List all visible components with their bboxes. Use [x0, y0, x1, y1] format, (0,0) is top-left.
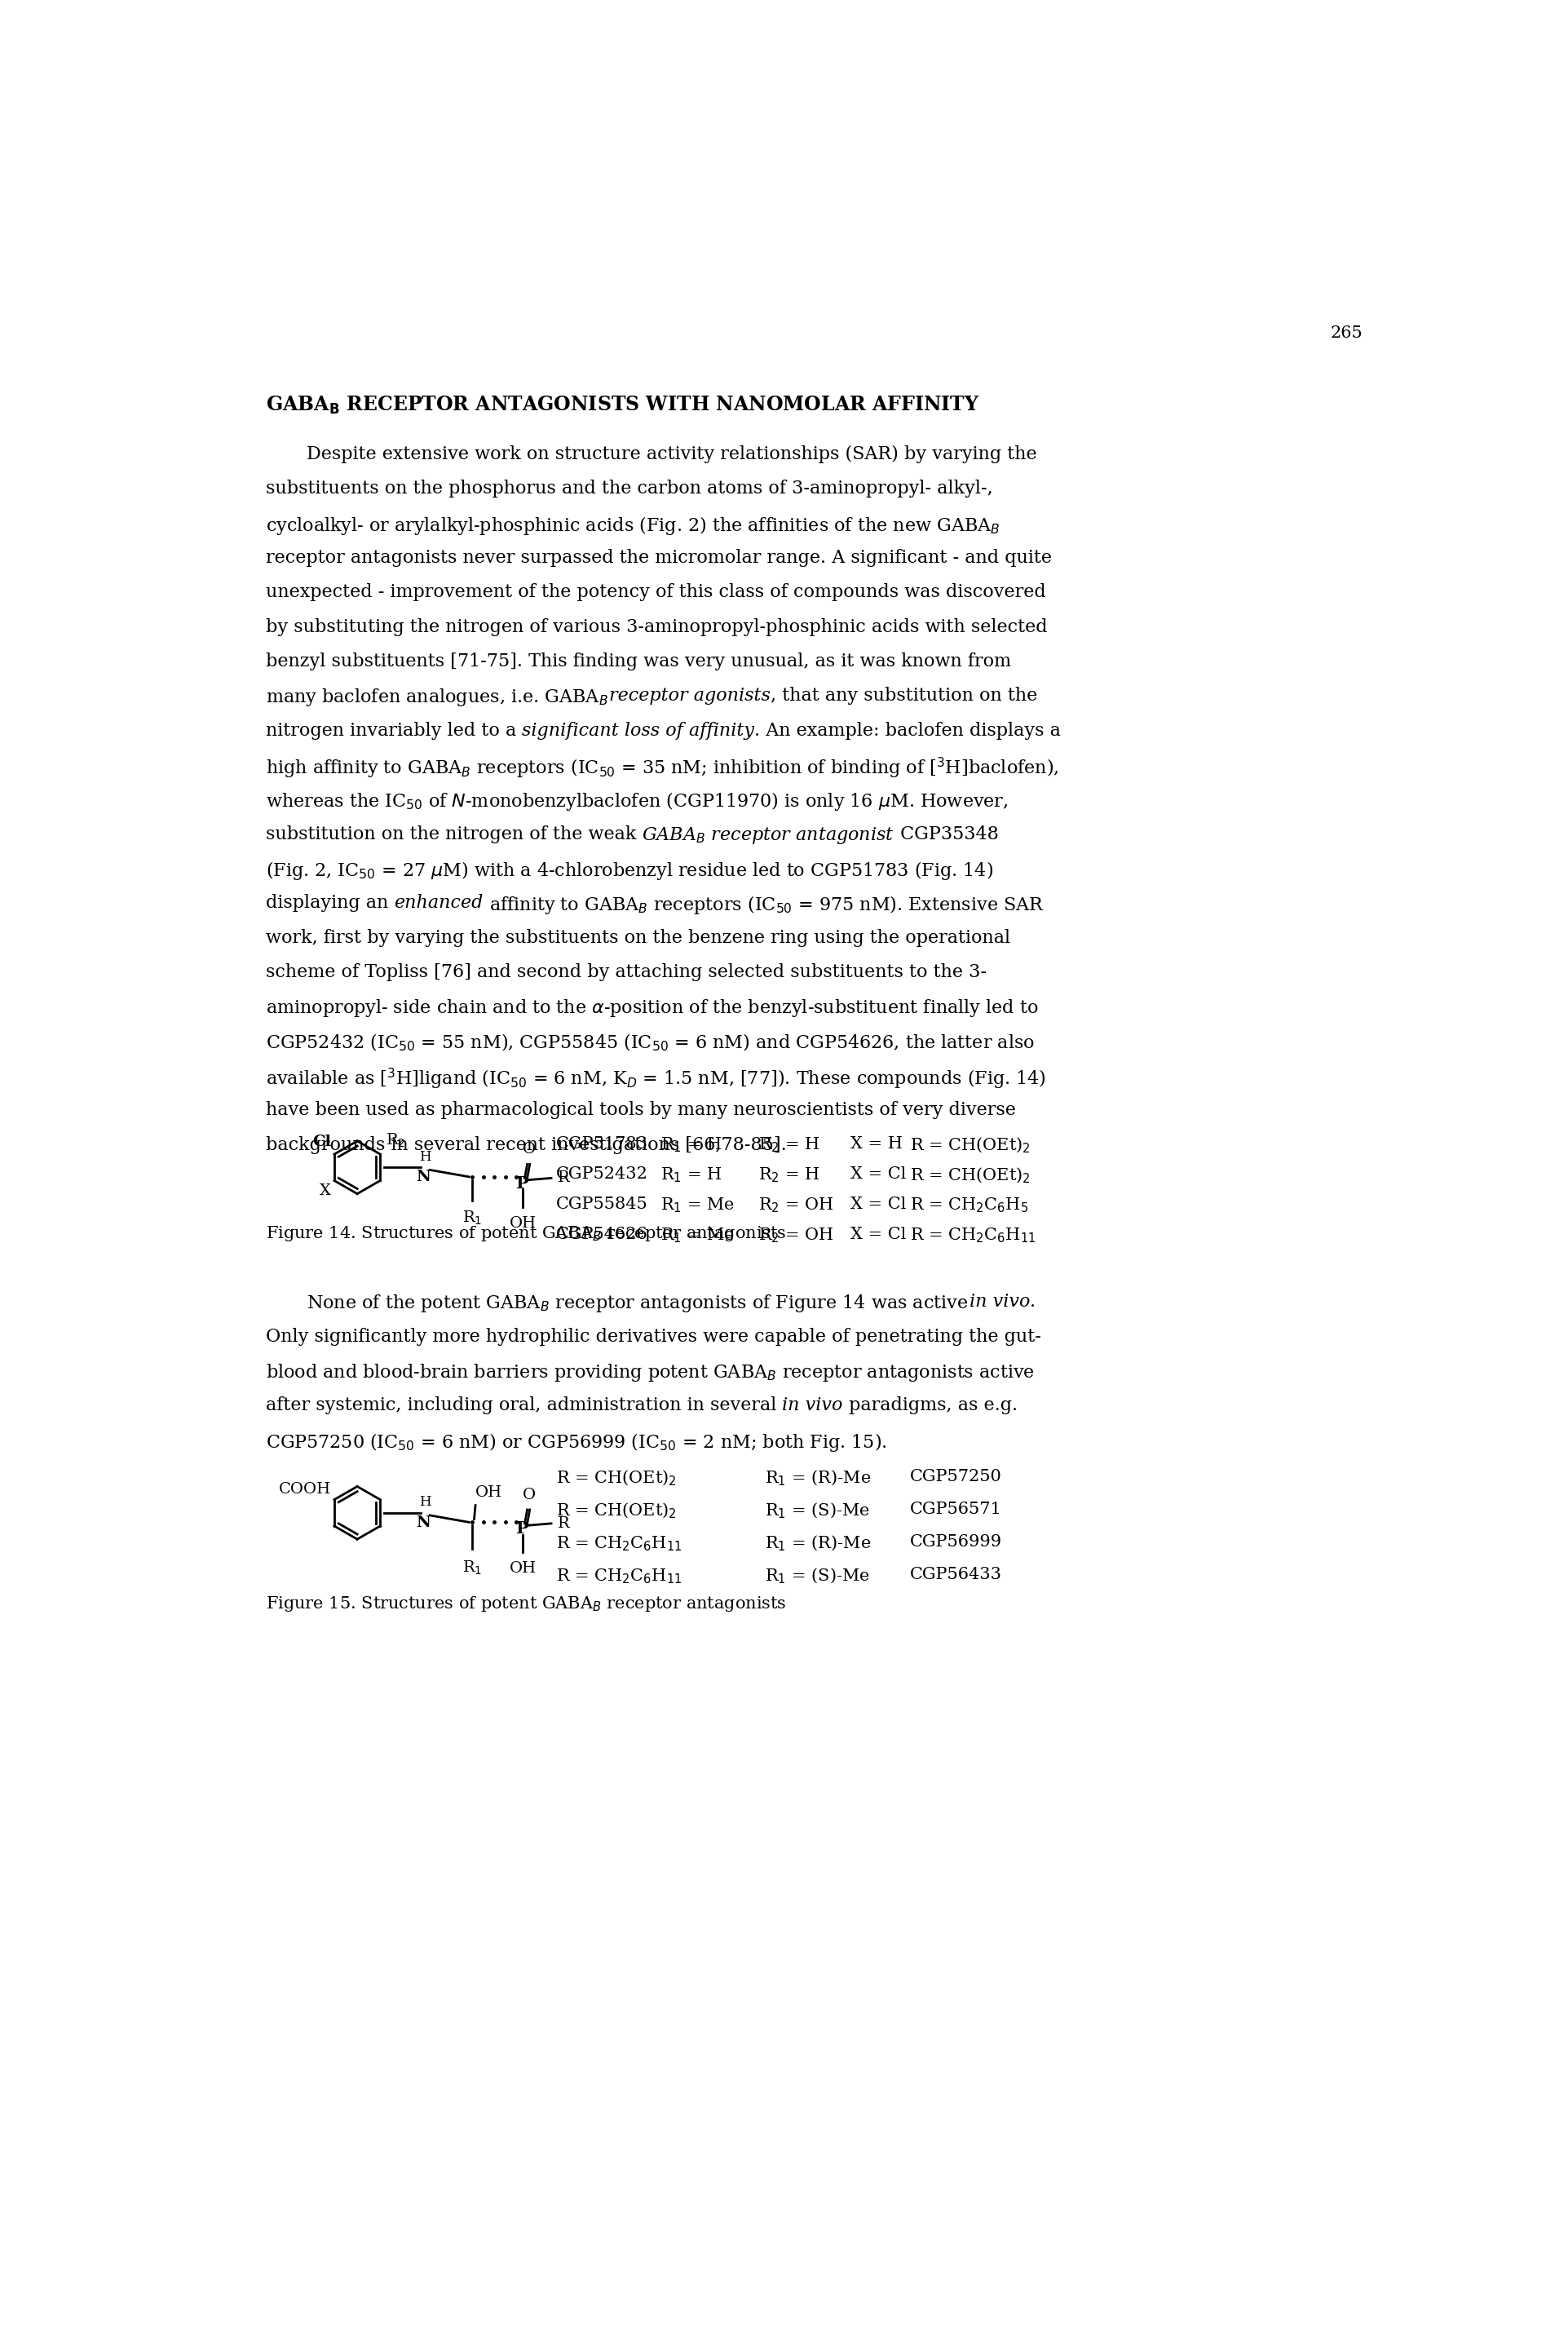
- Text: R$_2$ = H: R$_2$ = H: [757, 1165, 820, 1184]
- Text: COOH: COOH: [279, 1482, 331, 1496]
- Text: Figure 14. Structures of potent GABA$_B$ receptor antagonists: Figure 14. Structures of potent GABA$_B$…: [265, 1224, 786, 1243]
- Text: R$_1$ = (S)-Me: R$_1$ = (S)-Me: [765, 1567, 869, 1586]
- Text: cycloalkyl- or arylalkyl-phosphinic acids (Fig. 2) the affinities of the new GAB: cycloalkyl- or arylalkyl-phosphinic acid…: [265, 514, 999, 536]
- Text: CGP56433: CGP56433: [909, 1567, 1002, 1583]
- Text: CGP57250 (IC$_{50}$ = 6 nM) or CGP56999 (IC$_{50}$ = 2 nM; both Fig. 15).: CGP57250 (IC$_{50}$ = 6 nM) or CGP56999 …: [265, 1431, 886, 1454]
- Text: CGP54626: CGP54626: [557, 1226, 648, 1243]
- Text: in vivo: in vivo: [782, 1398, 842, 1414]
- Text: R$_1$ = H: R$_1$ = H: [660, 1137, 721, 1153]
- Text: CGP56571: CGP56571: [909, 1501, 1002, 1517]
- Text: R$_1$ = H: R$_1$ = H: [660, 1165, 721, 1184]
- Text: R$_2$ = H: R$_2$ = H: [757, 1137, 820, 1153]
- Text: significant loss of affinity: significant loss of affinity: [522, 721, 754, 740]
- Text: P: P: [516, 1520, 528, 1536]
- Text: Only significantly more hydrophilic derivatives were capable of penetrating the : Only significantly more hydrophilic deri…: [265, 1327, 1041, 1346]
- Text: H: H: [419, 1149, 431, 1163]
- Text: enhanced: enhanced: [394, 895, 483, 911]
- Text: OH: OH: [510, 1562, 536, 1576]
- Text: whereas the IC$_{50}$ of $N$-monobenzylbaclofen (CGP11970) is only 16 $\mu$M. Ho: whereas the IC$_{50}$ of $N$-monobenzylb…: [265, 792, 1008, 813]
- Text: OH: OH: [475, 1485, 502, 1499]
- Text: Despite extensive work on structure activity relationships (SAR) by varying the: Despite extensive work on structure acti…: [306, 446, 1036, 463]
- Text: receptor antagonists never surpassed the micromolar range. A significant - and q: receptor antagonists never surpassed the…: [265, 550, 1051, 566]
- Text: R$_1$ = Me: R$_1$ = Me: [660, 1226, 734, 1245]
- Text: R = CH(OEt)$_2$: R = CH(OEt)$_2$: [557, 1468, 676, 1487]
- Text: R$_2$ = OH: R$_2$ = OH: [757, 1226, 834, 1245]
- Text: X = H: X = H: [850, 1137, 902, 1151]
- Text: substituents on the phosphorus and the carbon atoms of 3-aminopropyl- alkyl-,: substituents on the phosphorus and the c…: [265, 479, 993, 498]
- Text: P: P: [516, 1174, 528, 1191]
- Text: nitrogen invariably led to a: nitrogen invariably led to a: [265, 721, 522, 740]
- Text: .: .: [1029, 1292, 1035, 1311]
- Text: R$_2$ = OH: R$_2$ = OH: [757, 1196, 834, 1214]
- Text: X = Cl: X = Cl: [850, 1196, 905, 1212]
- Text: R$_1$ = (S)-Me: R$_1$ = (S)-Me: [765, 1501, 869, 1520]
- Text: R$_1$ = (R)-Me: R$_1$ = (R)-Me: [765, 1534, 870, 1553]
- Text: R = CH(OEt)$_2$: R = CH(OEt)$_2$: [909, 1165, 1030, 1184]
- Text: OH: OH: [510, 1217, 536, 1231]
- Text: R: R: [557, 1170, 569, 1186]
- Text: H: H: [419, 1496, 431, 1508]
- Text: high affinity to GABA$_B$ receptors (IC$_{50}$ = 35 nM; inhibition of binding of: high affinity to GABA$_B$ receptors (IC$…: [265, 756, 1058, 780]
- Text: R = CH(OEt)$_2$: R = CH(OEt)$_2$: [909, 1137, 1030, 1156]
- Text: R$_1$ = Me: R$_1$ = Me: [660, 1196, 734, 1214]
- Text: X: X: [320, 1184, 331, 1198]
- Text: R$_1$: R$_1$: [463, 1560, 481, 1576]
- Text: paradigms, as e.g.: paradigms, as e.g.: [842, 1398, 1018, 1414]
- Text: work, first by varying the substituents on the benzene ring using the operationa: work, first by varying the substituents …: [265, 928, 1010, 947]
- Text: unexpected - improvement of the potency of this class of compounds was discovere: unexpected - improvement of the potency …: [265, 583, 1046, 601]
- Text: R = CH$_2$C$_6$H$_{11}$: R = CH$_2$C$_6$H$_{11}$: [909, 1226, 1035, 1245]
- Text: X = Cl: X = Cl: [850, 1226, 905, 1243]
- Text: Cl: Cl: [312, 1135, 331, 1149]
- Text: R = CH$_2$C$_6$H$_5$: R = CH$_2$C$_6$H$_5$: [909, 1196, 1029, 1214]
- Text: CGP57250: CGP57250: [909, 1468, 1002, 1485]
- Text: available as [$^3$H]ligand (IC$_{50}$ = 6 nM, K$_D$ = 1.5 nM, [77]). These compo: available as [$^3$H]ligand (IC$_{50}$ = …: [265, 1066, 1046, 1092]
- Text: . An example: baclofen displays a: . An example: baclofen displays a: [754, 721, 1060, 740]
- Text: O: O: [522, 1487, 535, 1501]
- Text: GABA$_\mathbf{B}$ RECEPTOR ANTAGONISTS WITH NANOMOLAR AFFINITY: GABA$_\mathbf{B}$ RECEPTOR ANTAGONISTS W…: [265, 395, 978, 416]
- Text: R$_1$: R$_1$: [463, 1210, 481, 1226]
- Text: blood and blood-brain barriers providing potent GABA$_B$ receptor antagonists ac: blood and blood-brain barriers providing…: [265, 1362, 1033, 1384]
- Text: CGP52432 (IC$_{50}$ = 55 nM), CGP55845 (IC$_{50}$ = 6 nM) and CGP54626, the latt: CGP52432 (IC$_{50}$ = 55 nM), CGP55845 (…: [265, 1031, 1033, 1052]
- Text: benzyl substituents [71-75]. This finding was very unusual, as it was known from: benzyl substituents [71-75]. This findin…: [265, 653, 1010, 669]
- Text: substitution on the nitrogen of the weak: substitution on the nitrogen of the weak: [265, 824, 641, 843]
- Text: R$_1$ = (R)-Me: R$_1$ = (R)-Me: [765, 1468, 870, 1487]
- Text: receptor agonists: receptor agonists: [608, 686, 770, 705]
- Text: have been used as pharmacological tools by many neuroscientists of very diverse: have been used as pharmacological tools …: [265, 1102, 1014, 1120]
- Text: displaying an: displaying an: [265, 895, 394, 911]
- Text: aminopropyl- side chain and to the $\alpha$-position of the benzyl-substituent f: aminopropyl- side chain and to the $\alp…: [265, 998, 1038, 1019]
- Text: CGP55845: CGP55845: [557, 1196, 648, 1212]
- Text: affinity to GABA$_B$ receptors (IC$_{50}$ = 975 nM). Extensive SAR: affinity to GABA$_B$ receptors (IC$_{50}…: [483, 895, 1043, 916]
- Text: R$_2$: R$_2$: [386, 1132, 405, 1149]
- Text: R: R: [557, 1515, 569, 1532]
- Text: X = Cl: X = Cl: [850, 1165, 905, 1182]
- Text: N: N: [416, 1170, 431, 1184]
- Text: (Fig. 2, IC$_{50}$ = 27 $\mu$M) with a 4-chlorobenzyl residue led to CGP51783 (F: (Fig. 2, IC$_{50}$ = 27 $\mu$M) with a 4…: [265, 860, 993, 881]
- Text: CGP56999: CGP56999: [909, 1534, 1002, 1550]
- Text: , that any substitution on the: , that any substitution on the: [770, 686, 1036, 705]
- Text: 265: 265: [1330, 327, 1361, 341]
- Text: after systemic, including oral, administration in several: after systemic, including oral, administ…: [265, 1398, 782, 1414]
- Text: scheme of Topliss [76] and second by attaching selected substituents to the 3-: scheme of Topliss [76] and second by att…: [265, 963, 986, 982]
- Text: None of the potent GABA$_B$ receptor antagonists of Figure 14 was active: None of the potent GABA$_B$ receptor ant…: [306, 1292, 969, 1313]
- Text: CGP52432: CGP52432: [557, 1165, 648, 1182]
- Text: R = CH(OEt)$_2$: R = CH(OEt)$_2$: [557, 1501, 676, 1520]
- Text: in vivo: in vivo: [969, 1292, 1029, 1311]
- Text: R = CH$_2$C$_6$H$_{11}$: R = CH$_2$C$_6$H$_{11}$: [557, 1534, 682, 1553]
- Text: by substituting the nitrogen of various 3-aminopropyl-phosphinic acids with sele: by substituting the nitrogen of various …: [265, 618, 1047, 637]
- Text: CGP35348: CGP35348: [894, 824, 999, 843]
- Text: backgrounds in several recent investigations [66,78-85].: backgrounds in several recent investigat…: [265, 1137, 786, 1153]
- Text: R = CH$_2$C$_6$H$_{11}$: R = CH$_2$C$_6$H$_{11}$: [557, 1567, 682, 1586]
- Text: N: N: [416, 1515, 431, 1529]
- Text: CGP51783: CGP51783: [557, 1137, 648, 1151]
- Text: Figure 15. Structures of potent GABA$_B$ receptor antagonists: Figure 15. Structures of potent GABA$_B$…: [265, 1595, 786, 1614]
- Text: O: O: [522, 1142, 535, 1156]
- Text: GABA$_B$ receptor antagonist: GABA$_B$ receptor antagonist: [641, 824, 894, 846]
- Text: many baclofen analogues, i.e. GABA$_B$: many baclofen analogues, i.e. GABA$_B$: [265, 686, 608, 707]
